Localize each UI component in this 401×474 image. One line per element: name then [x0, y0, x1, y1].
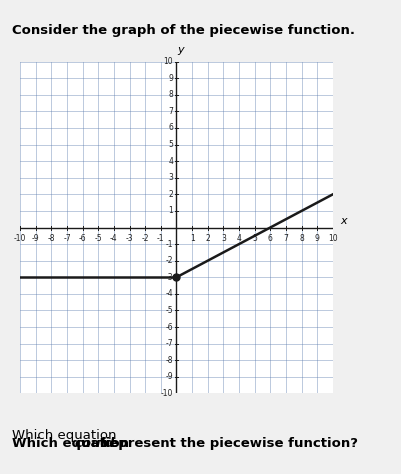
- Text: -1: -1: [157, 234, 164, 243]
- Text: 9: 9: [315, 234, 320, 243]
- Text: -5: -5: [166, 306, 173, 315]
- Text: 6: 6: [168, 124, 173, 132]
- Text: represent the piecewise function?: represent the piecewise function?: [98, 437, 358, 450]
- Text: -7: -7: [166, 339, 173, 348]
- Text: -7: -7: [63, 234, 71, 243]
- Text: 6: 6: [268, 234, 273, 243]
- Text: Consider the graph of the piecewise function.: Consider the graph of the piecewise func…: [12, 24, 355, 36]
- Text: y: y: [177, 45, 184, 55]
- Text: -4: -4: [166, 290, 173, 298]
- Text: -2: -2: [166, 256, 173, 265]
- Text: -5: -5: [94, 234, 102, 243]
- Text: 8: 8: [168, 91, 173, 99]
- Text: 9: 9: [168, 74, 173, 82]
- Text: -2: -2: [142, 234, 149, 243]
- Text: -10: -10: [14, 234, 26, 243]
- Text: -6: -6: [79, 234, 87, 243]
- Text: -10: -10: [161, 389, 173, 398]
- Text: -9: -9: [32, 234, 40, 243]
- Text: 10: 10: [328, 234, 338, 243]
- Text: Which equation: Which equation: [12, 437, 134, 450]
- Text: 3: 3: [221, 234, 226, 243]
- Text: -4: -4: [110, 234, 118, 243]
- Text: -1: -1: [166, 240, 173, 248]
- Text: could: could: [74, 437, 115, 450]
- Text: 5: 5: [252, 234, 257, 243]
- Text: 7: 7: [284, 234, 288, 243]
- Text: -3: -3: [126, 234, 134, 243]
- Text: 3: 3: [168, 173, 173, 182]
- Text: -8: -8: [166, 356, 173, 365]
- Text: 1: 1: [168, 207, 173, 215]
- Text: -3: -3: [166, 273, 173, 282]
- Text: -6: -6: [166, 323, 173, 331]
- Text: 1: 1: [190, 234, 194, 243]
- Text: x: x: [340, 216, 347, 226]
- Text: 2: 2: [205, 234, 210, 243]
- Text: 2: 2: [168, 190, 173, 199]
- Text: 8: 8: [299, 234, 304, 243]
- Text: -9: -9: [166, 373, 173, 381]
- Text: 4: 4: [237, 234, 241, 243]
- Text: 7: 7: [168, 107, 173, 116]
- Text: 5: 5: [168, 140, 173, 149]
- Text: 4: 4: [168, 157, 173, 165]
- Text: 10: 10: [164, 57, 173, 66]
- Text: -8: -8: [48, 234, 55, 243]
- Text: Which equation: Which equation: [12, 428, 121, 442]
